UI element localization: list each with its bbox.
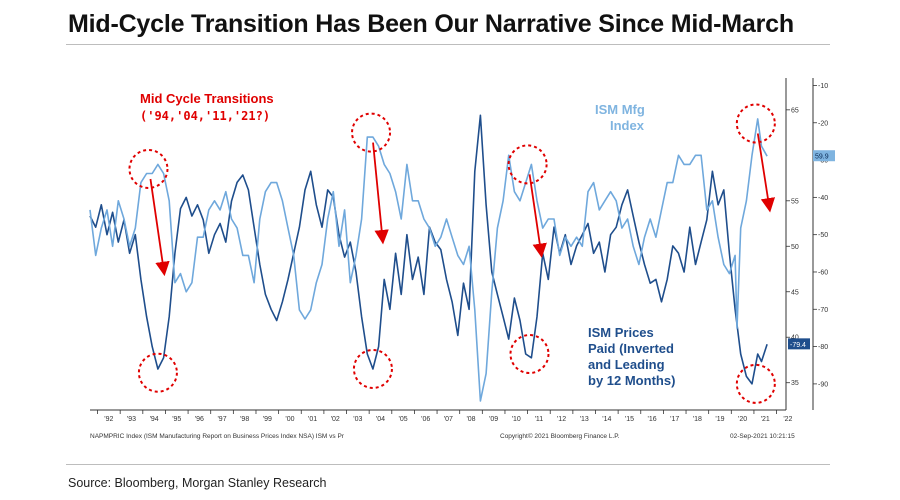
last-value-badge-label: -79.4 xyxy=(790,342,806,349)
y-outer-tick-label: -20 xyxy=(818,120,828,127)
x-tick-label: '92 xyxy=(104,416,113,423)
x-tick-label: '10 xyxy=(512,416,521,423)
source-note: Source: Bloomberg, Morgan Stanley Resear… xyxy=(68,476,327,490)
annotation-ism-mfg-line2: Index xyxy=(610,118,645,133)
x-tick-label: '04 xyxy=(376,416,385,423)
chart: '92 '93 '94 '95 '96 '97 '98 '99 '00 '01 '02 '03 '04 '… xyxy=(89,78,835,440)
y-outer-tick-label: -80 xyxy=(818,344,828,351)
y-inner-tick-label: 55 xyxy=(791,198,799,205)
x-tick-label: '11 xyxy=(535,416,544,423)
x-tick-label: '98 xyxy=(240,416,249,423)
last-value-badge xyxy=(788,338,810,350)
x-tick-label: '14 xyxy=(602,416,611,423)
footer-right: 02-Sep-2021 10:21:15 xyxy=(730,433,795,440)
last-value-badges: 59.9 -79.4 xyxy=(788,150,835,350)
annotation-prices-line4: by 12 Months) xyxy=(588,373,675,388)
annotation-mid-cycle-line2: ('94,'04,'11,'21?) xyxy=(140,109,270,123)
x-tick-label: '08 xyxy=(466,416,475,423)
annotation-mid-cycle-line1: Mid Cycle Transitions xyxy=(140,91,274,106)
x-tick-label: '21 xyxy=(761,416,770,423)
title-rule xyxy=(66,44,830,45)
transition-arrow xyxy=(372,142,389,245)
y-inner-tick-label: 35 xyxy=(791,380,799,387)
y-outer-tick-label: -10 xyxy=(818,83,828,90)
annotation-prices-line1: ISM Prices xyxy=(588,325,654,340)
series-lines xyxy=(89,114,768,402)
y-inner-tick-label: 45 xyxy=(791,289,799,296)
x-tick-label: '96 xyxy=(195,416,204,423)
highlight-circle xyxy=(352,348,393,389)
x-tick-label: '06 xyxy=(421,416,430,423)
x-tick-label: '93 xyxy=(127,416,136,423)
x-tick-label: '17 xyxy=(670,416,679,423)
x-tick-label: '09 xyxy=(489,416,498,423)
annotation-prices-line2: Paid (Inverted xyxy=(588,341,674,356)
transition-arrow xyxy=(528,174,547,258)
x-tick-label: '02 xyxy=(331,416,340,423)
last-value-badge xyxy=(813,150,835,162)
x-tick-label: '01 xyxy=(308,416,317,423)
x-tick-label: '03 xyxy=(353,416,362,423)
x-tick-label: '95 xyxy=(172,416,181,423)
highlight-circle xyxy=(735,363,776,404)
series-line-ism-mfg xyxy=(89,118,768,402)
y-inner-tick-label: 50 xyxy=(791,244,799,251)
y-axis-outer: -10-20-30-40-50-60-70-80-90 xyxy=(813,83,828,388)
highlight-circles xyxy=(128,103,776,404)
y-outer-tick-label: -90 xyxy=(818,381,828,388)
x-tick-label: '05 xyxy=(399,416,408,423)
x-axis: '92 '93 '94 '95 '96 '97 '98 '99 '00 '01 '02 '03 '04 '… xyxy=(97,410,793,423)
transition-arrow xyxy=(756,133,776,213)
x-tick-label: '99 xyxy=(263,416,272,423)
x-tick-label: '12 xyxy=(557,416,566,423)
annotation-prices-line3: and Leading xyxy=(588,357,665,372)
last-value-badge-label: 59.9 xyxy=(815,154,829,161)
highlight-circle xyxy=(509,334,550,375)
annotation-ism-mfg-line1: ISM Mfg xyxy=(595,102,645,117)
plot-area xyxy=(90,78,786,410)
x-tick-label: '16 xyxy=(648,416,657,423)
y-axis-inner: 65 55 50 45 40 35 xyxy=(786,107,799,387)
y-inner-tick-label: 65 xyxy=(791,107,799,114)
grid xyxy=(90,78,814,411)
y-outer-tick-label: -50 xyxy=(818,232,828,239)
y-outer-tick-label: -40 xyxy=(818,195,828,202)
footer-center: Copyright© 2021 Bloomberg Finance L.P. xyxy=(500,432,620,440)
footer-left: NAPMPRIC Index (ISM Manufacturing Report… xyxy=(90,433,345,440)
source-rule xyxy=(66,464,830,465)
x-tick-label: '18 xyxy=(693,416,702,423)
highlight-circle xyxy=(137,352,178,393)
x-tick-label: '22 xyxy=(783,416,792,423)
x-tick-label: '97 xyxy=(217,416,226,423)
x-tick-label: '00 xyxy=(285,416,294,423)
y-outer-tick-label: -60 xyxy=(818,269,828,276)
x-tick-label: '07 xyxy=(444,416,453,423)
highlight-circle xyxy=(507,144,548,185)
highlight-circle xyxy=(351,112,392,153)
x-tick-label: '13 xyxy=(580,416,589,423)
x-tick-label: '20 xyxy=(738,416,747,423)
x-tick-label: '15 xyxy=(625,416,634,423)
x-tick-label: '19 xyxy=(715,416,724,423)
highlight-circle xyxy=(128,148,169,189)
x-tick-label: '94 xyxy=(150,416,159,423)
y-inner-tick-label: 40 xyxy=(791,335,799,342)
page-title: Mid-Cycle Transition Has Been Our Narrat… xyxy=(68,10,794,38)
y-outer-tick-label: -70 xyxy=(818,307,828,314)
transition-arrow xyxy=(149,178,170,277)
